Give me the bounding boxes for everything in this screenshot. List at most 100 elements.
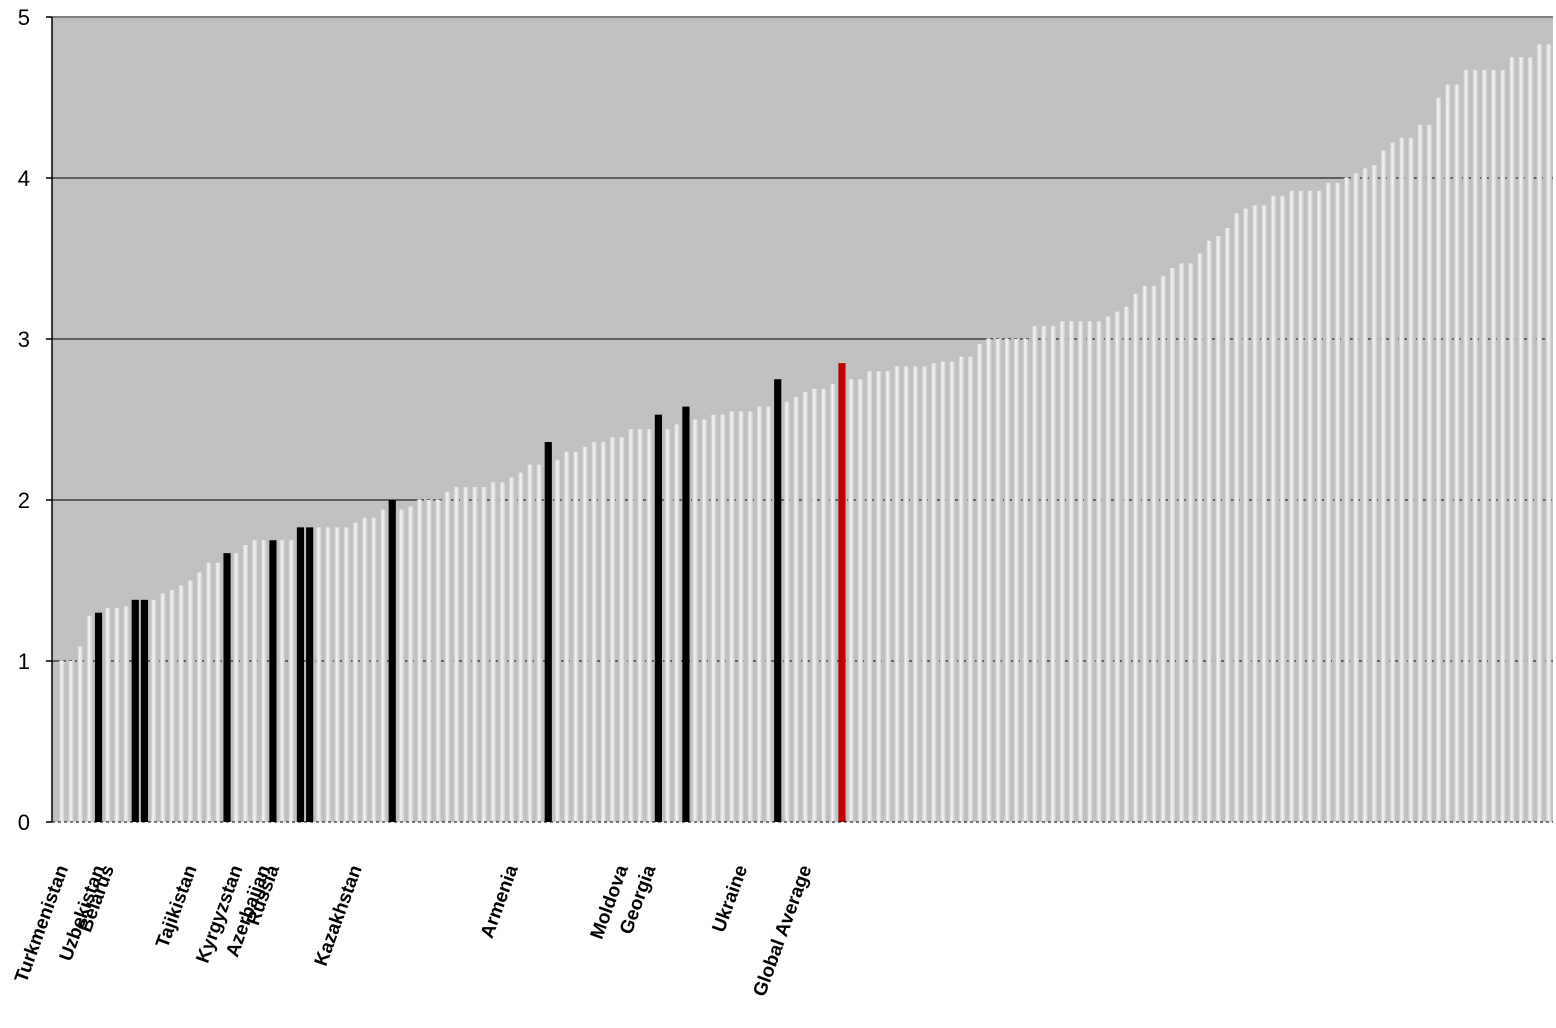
bar — [1334, 182, 1341, 822]
bar — [811, 388, 818, 822]
bar — [535, 464, 542, 822]
bar — [86, 615, 92, 822]
bar — [214, 562, 221, 822]
bar — [178, 585, 184, 822]
bar — [471, 487, 478, 822]
bar — [930, 363, 937, 822]
y-axis-ticks: 0 1 2 3 4 5 — [18, 5, 52, 835]
bar — [1004, 339, 1010, 822]
bar — [884, 371, 891, 822]
bar — [1288, 190, 1295, 822]
bar — [1160, 276, 1166, 823]
y-tick-label: 3 — [18, 327, 30, 352]
category-label: Tajikistan — [152, 863, 201, 951]
bar — [737, 411, 744, 822]
bar — [1270, 195, 1276, 822]
bar — [462, 487, 469, 822]
bar — [792, 396, 799, 822]
bar — [1490, 70, 1497, 822]
bar — [343, 527, 349, 822]
bar — [967, 356, 974, 822]
bar — [1518, 57, 1524, 822]
bar — [398, 509, 405, 822]
bar — [1178, 263, 1185, 823]
category-label: Global Average — [749, 863, 816, 1000]
category-label: Turkmenistan — [11, 863, 73, 986]
bar — [370, 517, 377, 822]
bar — [1444, 84, 1451, 823]
bar — [939, 361, 946, 822]
bar — [425, 500, 432, 822]
category-label: Armenia — [477, 862, 523, 941]
bar — [416, 500, 423, 822]
bar — [490, 482, 496, 822]
bar — [1343, 178, 1350, 822]
bar — [600, 442, 606, 822]
bar — [802, 392, 808, 822]
bar — [646, 429, 652, 822]
bar — [1150, 285, 1157, 822]
bar — [673, 424, 680, 822]
bar — [233, 553, 239, 822]
bar — [150, 599, 157, 822]
bar — [1242, 208, 1249, 823]
bar — [1426, 124, 1432, 823]
y-tick-label: 4 — [18, 166, 30, 191]
y-tick-label: 0 — [18, 810, 30, 835]
bar — [875, 371, 882, 822]
bar — [994, 339, 1001, 822]
bar — [554, 459, 561, 822]
bar — [1251, 205, 1258, 822]
y-tick-label: 2 — [18, 488, 30, 513]
bar — [205, 562, 212, 822]
bar — [1462, 70, 1469, 822]
bar — [260, 540, 267, 822]
bar — [912, 366, 918, 822]
category-label: Ukraine — [709, 863, 753, 936]
bar — [1380, 150, 1387, 822]
bar — [242, 545, 248, 822]
bar — [1398, 137, 1405, 822]
bar — [1123, 306, 1130, 822]
bar — [572, 451, 579, 822]
bar — [67, 661, 74, 822]
bar — [526, 464, 533, 822]
bar — [334, 527, 340, 822]
bar — [985, 339, 992, 822]
bar — [949, 361, 955, 822]
bar — [1453, 84, 1460, 823]
bar — [1352, 173, 1359, 823]
bar — [435, 500, 441, 822]
bar — [1077, 321, 1084, 822]
bar — [77, 646, 83, 822]
bar — [407, 506, 414, 822]
bar — [187, 580, 193, 822]
bar — [379, 509, 386, 822]
bar — [324, 527, 331, 822]
bar — [288, 540, 294, 822]
bar — [1132, 293, 1139, 822]
bar — [196, 572, 203, 822]
bar — [627, 429, 634, 822]
bar — [1536, 44, 1543, 823]
bar — [480, 487, 487, 822]
bar — [251, 540, 258, 822]
bar — [1169, 268, 1175, 822]
bar-highlight — [654, 414, 662, 822]
bar — [444, 491, 450, 822]
bar — [1068, 321, 1075, 822]
bar — [168, 590, 175, 822]
bar — [1545, 44, 1552, 823]
bar — [848, 379, 854, 822]
y-tick-label: 1 — [18, 649, 30, 674]
bar — [857, 379, 863, 822]
bar — [903, 366, 909, 822]
bar — [1316, 190, 1322, 822]
axes — [51, 17, 1553, 823]
bar — [710, 414, 717, 822]
bar — [581, 446, 588, 822]
bar — [1435, 97, 1442, 822]
bar — [1306, 190, 1313, 822]
